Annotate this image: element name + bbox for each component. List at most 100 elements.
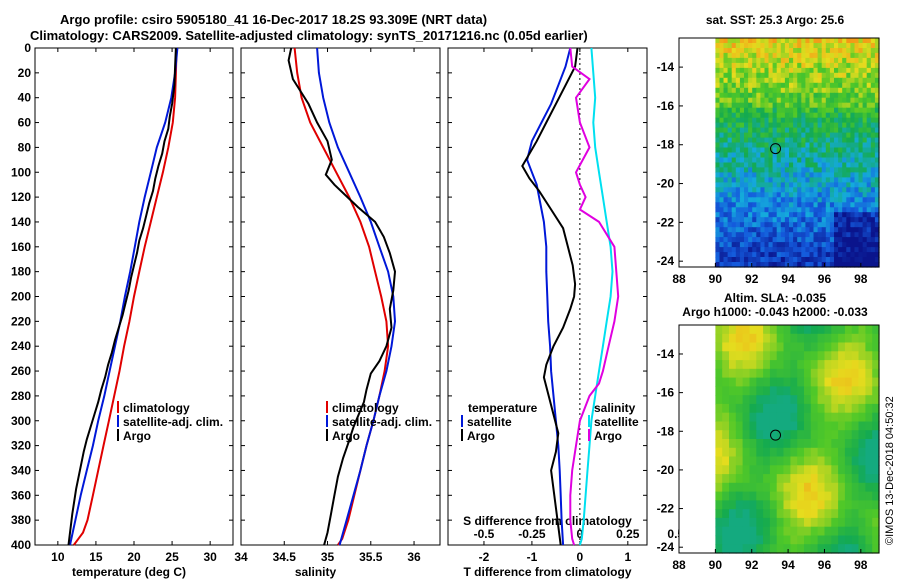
heatmap-cell [793,162,798,169]
heatmap-cell [866,77,872,84]
heatmap-cell [752,217,757,223]
heatmap-cell [739,72,745,79]
heatmap-cell [801,147,806,154]
heatmap-cell [797,474,805,484]
heatmap-cell [748,232,753,238]
heatmap-cell [723,72,729,79]
heatmap-cell [831,544,839,554]
heatmap-cell [854,82,860,89]
heatmap-cell [764,102,770,109]
heatmap-cell [722,526,730,537]
x-tick-label: 92 [745,272,759,286]
heatmap-cell [739,252,745,258]
heatmap-cell [715,439,723,449]
heatmap-cell [834,152,839,159]
heatmap-cell [768,162,774,169]
sla_map-subtitle: Argo h1000: -0.043 h2000: -0.033 [682,305,868,319]
heatmap-cell [752,252,757,258]
heatmap-cell [813,127,819,134]
heatmap-cell [784,132,790,139]
heatmap-cell [870,87,876,94]
heatmap-cell [752,38,757,44]
heatmap-cell [756,97,761,104]
y-tick-label: 60 [18,116,32,130]
heatmap-cell [834,242,839,248]
heatmap-cell [763,368,771,379]
heatmap-cell [797,252,802,258]
heatmap-cell [768,222,774,228]
heatmap-cell [748,187,753,193]
heatmap-cell [764,227,770,233]
heatmap-cell [764,142,770,149]
heatmap-cell [862,92,868,99]
heatmap-cell [749,412,757,423]
heatmap-cell [821,172,827,178]
heatmap-cell [801,262,806,268]
heatmap-cell [790,526,798,537]
heatmap-cell [874,147,880,154]
heatmap-cell [719,48,725,54]
salinity-panel: 34 34.5 35 35.5 36salinityclimatologysatelli… [234,47,441,579]
heatmap-cell [797,509,805,519]
heatmap-cell [874,142,880,149]
heatmap-cell [870,132,876,139]
heatmap-cell [865,465,873,475]
heatmap-cell [790,535,798,545]
heatmap-cell [825,97,831,104]
heatmap-cell [723,257,729,263]
heatmap-cell [752,207,757,213]
heatmap-cell [749,500,757,510]
heatmap-cell [842,102,847,109]
heatmap-cell [715,237,721,243]
heatmap-cell [805,237,811,243]
heatmap-cell [776,439,785,449]
heatmap-cell [768,262,774,268]
heatmap-cell [735,325,744,335]
heatmap-cell [809,167,815,173]
heatmap-cell [793,257,798,263]
heatmap-cell [769,491,778,501]
heatmap-cell [780,102,786,109]
heatmap-cell [735,403,744,414]
stamp-label: ©IMOS 13-Dec-2018 04:50:32 [884,396,896,545]
heatmap-cell [874,107,880,114]
heatmap-cell [756,117,761,124]
heatmap-cell [865,535,873,545]
heatmap-cell [723,187,729,193]
heatmap-cell [813,242,819,248]
heatmap-cell [748,107,753,114]
heatmap-cell [846,222,851,228]
heatmap-cell [715,77,721,84]
heatmap-cell [804,474,812,484]
heatmap-cell [817,227,823,233]
heatmap-cell [817,257,823,263]
heatmap-cell [727,197,733,203]
heatmap-cell [831,377,839,387]
heatmap-cell [739,137,745,144]
heatmap-cell [804,535,812,545]
heatmap-cell [752,147,757,154]
heatmap-cell [817,147,823,154]
heatmap-cell [846,237,851,243]
heatmap-cell [829,147,835,154]
heatmap-cell [829,38,835,44]
heatmap-cell [834,157,839,164]
legend-label: satellite [467,415,512,429]
heatmap-cell [739,227,745,233]
x-tick-label: 94 [781,558,795,572]
heatmap-cell [851,395,860,405]
heatmap-cell [763,403,771,414]
heatmap-cell [851,412,860,423]
heatmap-cell [850,127,856,134]
heatmap-cell [810,421,819,431]
heatmap-cell [817,77,823,84]
heatmap-cell [783,325,791,335]
heatmap-cell [764,127,770,134]
heatmap-cell [715,500,723,510]
legend-label: climatology [123,401,190,415]
heatmap-cell [739,237,745,243]
heatmap-cell [748,48,753,54]
heatmap-cell [834,38,839,44]
heatmap-cell [825,242,831,248]
heatmap-cell [776,167,782,173]
